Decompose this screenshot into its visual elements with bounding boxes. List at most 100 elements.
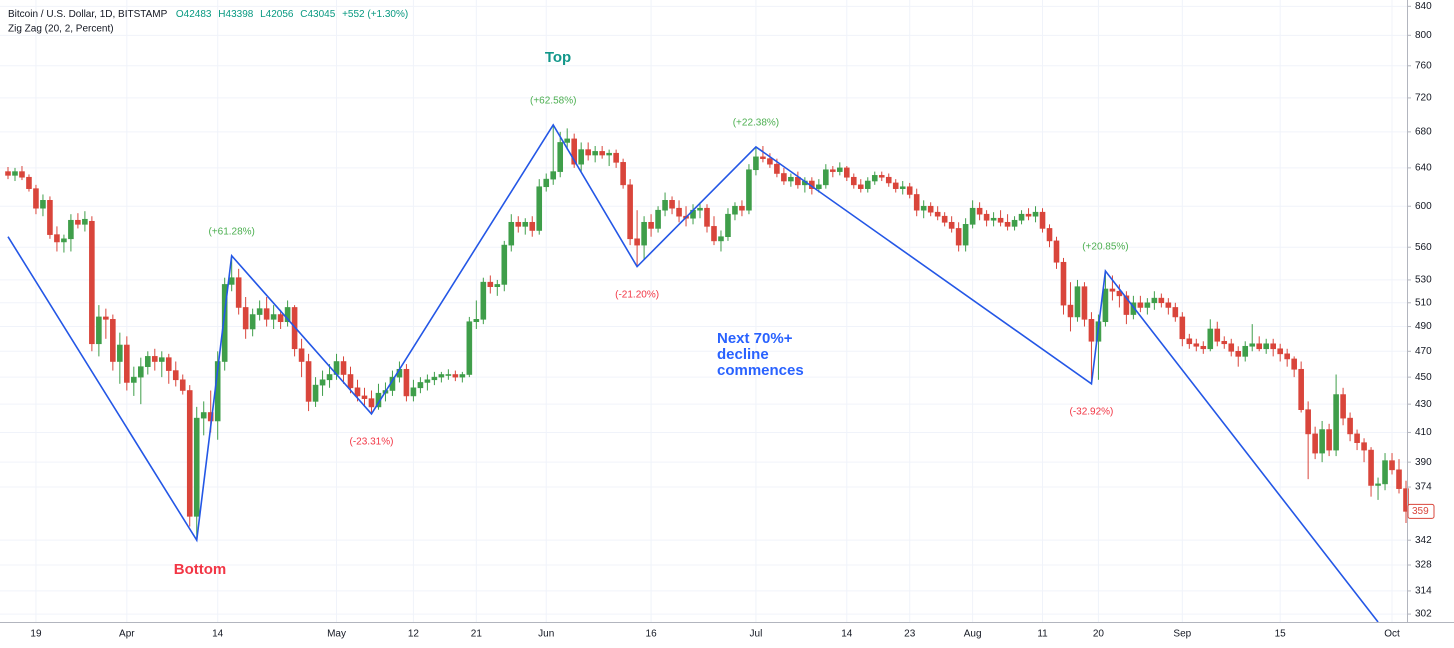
candle-body: [256, 308, 263, 315]
candle-body: [1382, 460, 1388, 485]
candle-body: [75, 219, 81, 225]
candle-body: [1018, 213, 1025, 221]
x-tick-label: Jun: [538, 629, 554, 640]
candle-body: [627, 184, 633, 240]
candle-body: [522, 221, 529, 227]
zigzag-label: (+22.38%): [733, 118, 779, 129]
x-tick-label: 15: [1275, 629, 1287, 640]
zigzag-label: (-21.20%): [615, 289, 659, 300]
candle-body: [1263, 343, 1269, 350]
candle-body: [417, 382, 424, 389]
candle-body: [61, 238, 67, 243]
candle-body: [193, 417, 200, 517]
x-tick-label: Jul: [750, 629, 763, 640]
candle-body: [711, 226, 717, 242]
candle-body: [117, 344, 123, 362]
candle-body: [1081, 286, 1088, 320]
zigzag-label: (-32.92%): [1069, 406, 1113, 417]
candle-body: [920, 205, 927, 211]
candle-body: [19, 171, 25, 178]
y-tick-label: 760: [1415, 60, 1432, 71]
candle-body: [1319, 429, 1325, 454]
candle-body: [1130, 302, 1137, 315]
candle-body: [1354, 433, 1360, 443]
candle-body: [487, 281, 494, 287]
y-tick-label: 600: [1415, 201, 1432, 212]
candle-body: [585, 149, 591, 156]
candle-body: [662, 200, 668, 211]
candle-body: [997, 217, 1004, 223]
candle-body: [1032, 211, 1039, 217]
candle-body: [864, 180, 871, 189]
x-tick-label: 21: [471, 629, 483, 640]
y-tick-label: 800: [1415, 30, 1432, 41]
y-tick-label: 840: [1415, 1, 1432, 12]
note-line: Next 70%+: [717, 330, 793, 347]
candle-body: [599, 151, 605, 156]
header: Bitcoin / U.S. Dollar, 1D, BITSTAMP O424…: [8, 9, 408, 20]
zigzag-line: [7, 123, 1379, 623]
candle-body: [494, 284, 501, 287]
candle-body: [983, 213, 990, 221]
candle-body: [340, 361, 347, 375]
candle-body: [1151, 297, 1158, 304]
y-tick-label: 640: [1415, 163, 1432, 174]
x-tick-label: 14: [212, 629, 224, 640]
grid: [0, 0, 1407, 622]
candle-body: [927, 205, 934, 213]
candle-body: [1235, 351, 1242, 357]
y-tick-label: 720: [1415, 93, 1432, 104]
candle-body: [557, 142, 564, 172]
candle-body: [837, 167, 843, 172]
candle-body: [1389, 460, 1395, 471]
candle-body: [550, 171, 557, 180]
candle-body: [885, 176, 892, 184]
symbol: Bitcoin / U.S. Dollar, 1D, BITSTAMP: [8, 9, 168, 20]
candle-body: [816, 184, 822, 189]
candle-body: [305, 361, 312, 402]
candle-body: [1207, 328, 1214, 350]
candle-body: [312, 384, 319, 402]
candle-body: [96, 316, 102, 345]
candle-body: [515, 221, 522, 227]
candle-body: [1011, 219, 1018, 227]
candle-body: [1242, 345, 1249, 357]
x-tick-label: 14: [841, 629, 853, 640]
candle-body: [1312, 433, 1318, 454]
candle-body: [1144, 302, 1151, 308]
y-tick-label: 680: [1415, 127, 1432, 138]
y-tick-label: 328: [1415, 560, 1432, 571]
y-tick-label: 390: [1415, 457, 1432, 468]
candle-body: [564, 138, 571, 143]
candle-body: [1270, 343, 1276, 350]
candle-body: [1060, 261, 1067, 306]
candle-body: [284, 307, 291, 323]
candle-body: [12, 171, 18, 176]
candle-body: [606, 152, 612, 156]
candle-body: [753, 156, 759, 171]
candle-body: [361, 395, 368, 399]
candle-body: [906, 186, 913, 195]
y-tick-label: 430: [1415, 399, 1432, 410]
candle-body: [676, 207, 682, 217]
candle-body: [1109, 288, 1116, 292]
y-tick-label: 560: [1415, 242, 1432, 253]
candle-body: [1039, 211, 1046, 229]
candle-body: [543, 178, 550, 188]
x-tick-label: Apr: [119, 629, 135, 640]
candle-body: [941, 215, 948, 223]
candle-body: [179, 379, 186, 391]
candle-body: [1074, 286, 1081, 318]
candle-body: [899, 186, 906, 189]
candle-body: [1200, 345, 1207, 350]
candle-body: [1347, 417, 1353, 435]
candle-body: [788, 176, 794, 182]
candle-body: [501, 244, 508, 285]
candle-body: [1298, 368, 1304, 411]
candle-body: [452, 374, 459, 378]
candle-body: [1186, 338, 1193, 345]
zigzag-label: (+20.85%): [1082, 242, 1128, 253]
candle-body: [857, 184, 864, 189]
y-tick-label: 314: [1415, 586, 1432, 597]
candle-body: [1249, 343, 1256, 347]
